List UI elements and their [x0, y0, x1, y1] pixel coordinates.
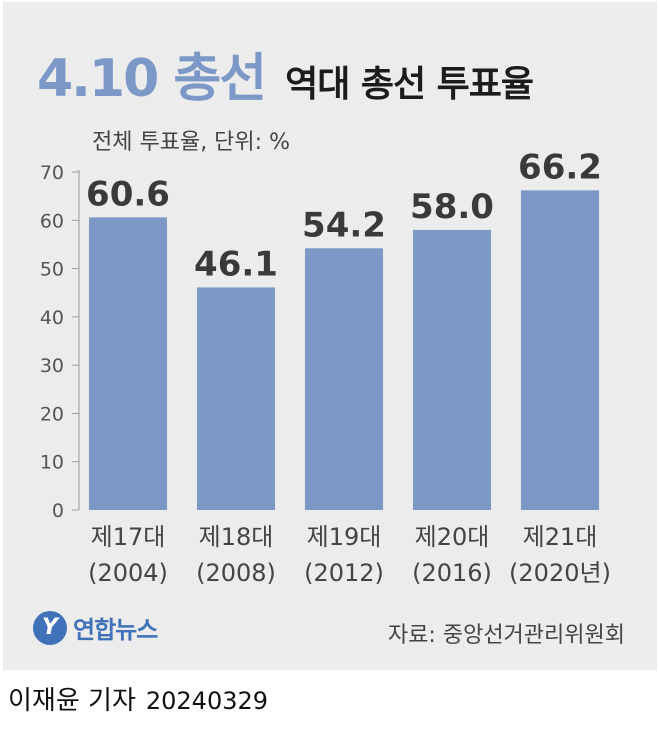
x-category-label: (2012) — [304, 559, 384, 587]
title-sub: 역대 총선 투표율 — [285, 64, 534, 105]
bar — [197, 287, 275, 510]
y-tick-label: 40 — [40, 307, 64, 329]
bar-value-label: 66.2 — [518, 147, 602, 187]
y-tick-label: 30 — [40, 355, 64, 377]
y-tick-label: 60 — [40, 210, 64, 232]
y-tick-label: 10 — [40, 452, 64, 474]
y-tick-label: 20 — [40, 403, 64, 425]
yonhap-logo-icon: Y — [33, 610, 67, 645]
title-block: 4.10 총선 역대 총선 투표율 — [37, 36, 534, 109]
x-category-label: (2008) — [196, 559, 276, 587]
x-category-label: 제17대 — [91, 523, 166, 551]
x-category-label: (2004) — [88, 559, 168, 587]
yonhap-logo: Y 연합뉴스 — [33, 610, 158, 645]
y-tick-label: 50 — [40, 259, 64, 281]
title-main: 4.10 총선 — [37, 49, 267, 109]
x-category-label: 제19대 — [307, 523, 382, 551]
bar-value-label: 58.0 — [410, 187, 494, 227]
x-category-label: 제18대 — [199, 523, 274, 551]
bar-value-label: 60.6 — [86, 174, 170, 214]
x-category-label: (2020년) — [509, 559, 611, 587]
x-category-label: 제20대 — [415, 523, 490, 551]
bar — [305, 248, 383, 510]
date: 20240329 — [145, 687, 269, 715]
y-tick-label: 70 — [40, 162, 64, 184]
source-label: 자료: 중앙선거관리위원회 — [387, 623, 625, 648]
y-tick-label: 0 — [52, 500, 64, 522]
unit-label: 전체 투표율, 단위: % — [92, 130, 290, 155]
credit-line: 이재윤 기자 20240329 — [8, 680, 268, 717]
bar-value-label: 46.1 — [194, 244, 278, 284]
author: 이재윤 기자 — [8, 686, 136, 716]
bar — [521, 190, 599, 510]
bar — [413, 229, 491, 510]
bar-value-label: 54.2 — [302, 205, 386, 245]
x-category-label: 제21대 — [523, 523, 598, 551]
logo-text: 연합뉴스 — [73, 616, 158, 644]
x-category-label: (2016) — [412, 559, 492, 587]
bar — [89, 217, 167, 511]
